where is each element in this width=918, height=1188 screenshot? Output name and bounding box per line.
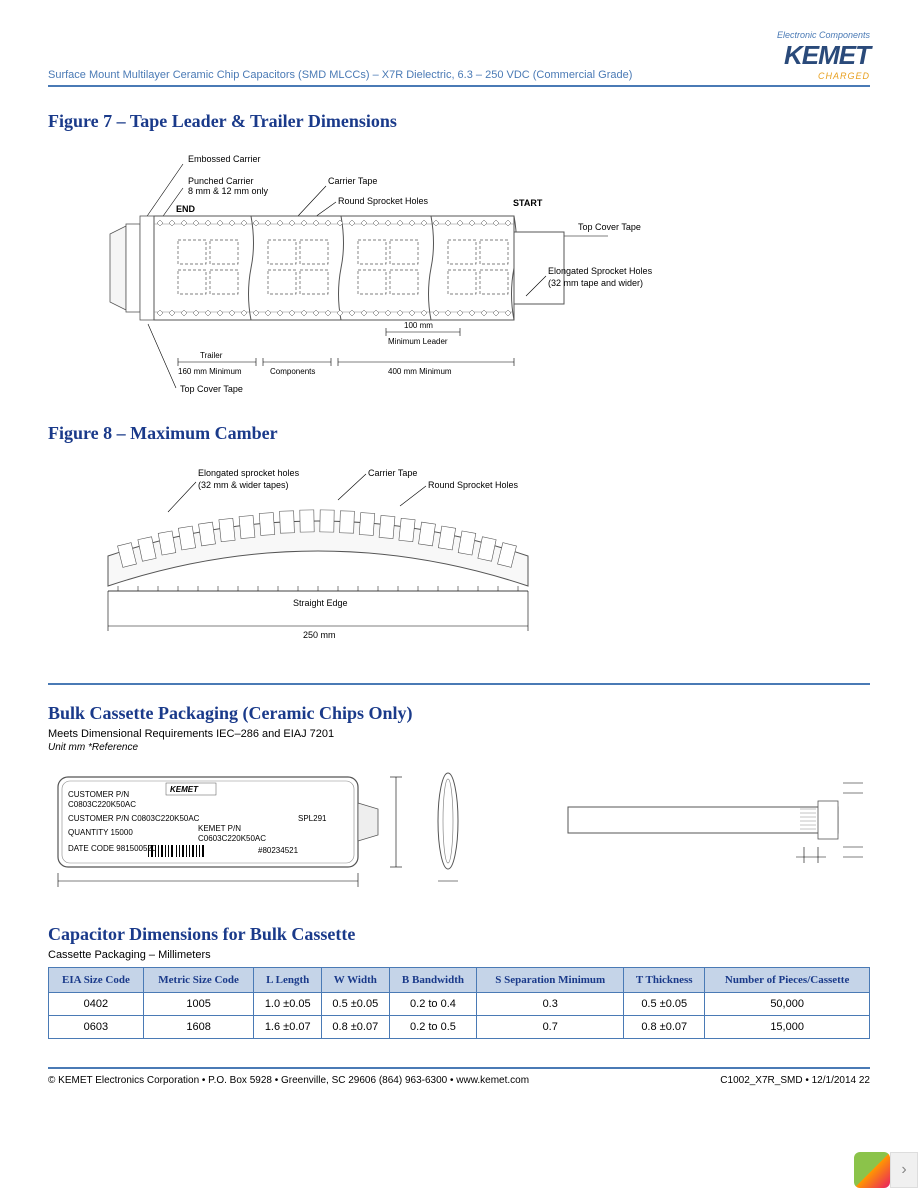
label-embossed: Embossed Carrier bbox=[188, 154, 261, 164]
page-header: Surface Mount Multilayer Ceramic Chip Ca… bbox=[48, 30, 870, 87]
figure-7-diagram: Embossed Carrier Punched Carrier 8 mm & … bbox=[48, 144, 870, 407]
table-row: 040210051.0 ±0.050.5 ±0.050.2 to 0.40.30… bbox=[49, 993, 870, 1016]
label-straight-edge: Straight Edge bbox=[293, 598, 348, 608]
label-elongated-2: (32 mm tape and wider) bbox=[548, 278, 643, 288]
svg-text:SPL291: SPL291 bbox=[298, 814, 327, 823]
label-top-cover-2: Top Cover Tape bbox=[180, 384, 243, 394]
col-eia: EIA Size Code bbox=[49, 968, 144, 993]
label-elongated-f8-1: Elongated sprocket holes bbox=[198, 468, 300, 478]
dim-min-leader: Minimum Leader bbox=[388, 337, 448, 346]
col-length: L Length bbox=[254, 968, 322, 993]
section-divider bbox=[48, 683, 870, 685]
dim-250mm: 250 mm bbox=[303, 630, 336, 640]
logo-main: KEMET bbox=[777, 40, 870, 71]
dim-100mm: 100 mm bbox=[404, 321, 433, 330]
col-thickness: T Thickness bbox=[624, 968, 705, 993]
logo-tagline-bottom: CHARGED bbox=[777, 71, 870, 81]
label-round-holes: Round Sprocket Holes bbox=[338, 196, 429, 206]
header-title: Surface Mount Multilayer Ceramic Chip Ca… bbox=[48, 69, 632, 81]
svg-text:#80234521: #80234521 bbox=[258, 846, 299, 855]
col-bandwidth: B Bandwidth bbox=[389, 968, 477, 993]
dim-components: Components bbox=[270, 367, 315, 376]
svg-text:CUSTOMER P/N: CUSTOMER P/N bbox=[68, 790, 129, 799]
dim-400mm: 400 mm Minimum bbox=[388, 367, 452, 376]
next-page-button[interactable]: › bbox=[890, 1152, 918, 1188]
figure-7-title: Figure 7 – Tape Leader & Trailer Dimensi… bbox=[48, 111, 870, 132]
page-nav-widget: › bbox=[854, 1152, 918, 1188]
svg-text:C0603C220K50AC: C0603C220K50AC bbox=[198, 834, 266, 843]
capdim-title: Capacitor Dimensions for Bulk Cassette bbox=[48, 924, 870, 945]
footer-left: © KEMET Electronics Corporation • P.O. B… bbox=[48, 1075, 529, 1086]
label-carrier-f8: Carrier Tape bbox=[368, 468, 417, 478]
label-elongated-1: Elongated Sprocket Holes bbox=[548, 266, 653, 276]
svg-text:KEMET P/N: KEMET P/N bbox=[198, 824, 241, 833]
label-top-cover: Top Cover Tape bbox=[578, 222, 641, 232]
page-footer: © KEMET Electronics Corporation • P.O. B… bbox=[48, 1067, 870, 1086]
nav-logo-icon[interactable] bbox=[854, 1152, 890, 1188]
svg-text:QUANTITY 15000: QUANTITY 15000 bbox=[68, 828, 133, 837]
svg-text:KEMET: KEMET bbox=[170, 785, 199, 794]
label-carrier-tape: Carrier Tape bbox=[328, 176, 377, 186]
svg-text:C0803C220K50AC: C0803C220K50AC bbox=[68, 800, 136, 809]
brand-logo: Electronic Components KEMET CHARGED bbox=[777, 30, 870, 81]
svg-text:CUSTOMER P/N C0803C220K50AC: CUSTOMER P/N C0803C220K50AC bbox=[68, 814, 200, 823]
bulk-title: Bulk Cassette Packaging (Ceramic Chips O… bbox=[48, 703, 870, 724]
col-separation: S Separation Minimum bbox=[477, 968, 624, 993]
logo-tagline-top: Electronic Components bbox=[777, 30, 870, 40]
bulk-sub: Meets Dimensional Requirements IEC–286 a… bbox=[48, 728, 870, 740]
label-round-f8: Round Sprocket Holes bbox=[428, 480, 519, 490]
bulk-diagram: KEMET CUSTOMER P/N C0803C220K50AC CUSTOM… bbox=[48, 763, 870, 906]
table-header-row: EIA Size Code Metric Size Code L Length … bbox=[49, 968, 870, 993]
label-elongated-f8-2: (32 mm & wider tapes) bbox=[198, 480, 289, 490]
col-pieces: Number of Pieces/Cassette bbox=[705, 968, 870, 993]
capdim-sub: Cassette Packaging – Millimeters bbox=[48, 949, 870, 961]
col-metric: Metric Size Code bbox=[143, 968, 254, 993]
label-end: END bbox=[176, 204, 196, 214]
capdim-table: EIA Size Code Metric Size Code L Length … bbox=[48, 967, 870, 1039]
svg-text:DATE CODE 981500520: DATE CODE 981500520 bbox=[68, 844, 157, 853]
figure-8-diagram: Elongated sprocket holes (32 mm & wider … bbox=[48, 456, 870, 659]
bulk-note: Unit mm *Reference bbox=[48, 742, 870, 753]
label-start: START bbox=[513, 198, 543, 208]
dim-trailer-1: Trailer bbox=[200, 351, 223, 360]
dim-trailer-2: 160 mm Minimum bbox=[178, 367, 242, 376]
footer-right: C1002_X7R_SMD • 12/1/2014 22 bbox=[720, 1075, 870, 1086]
label-punched-2: 8 mm & 12 mm only bbox=[188, 186, 269, 196]
col-width: W Width bbox=[322, 968, 390, 993]
figure-8-title: Figure 8 – Maximum Camber bbox=[48, 423, 870, 444]
table-row: 060316081.6 ±0.070.8 ±0.070.2 to 0.50.70… bbox=[49, 1016, 870, 1039]
label-punched-1: Punched Carrier bbox=[188, 176, 254, 186]
